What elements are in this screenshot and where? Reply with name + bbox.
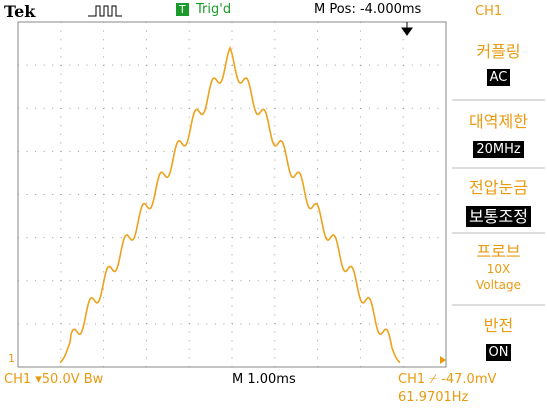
menu-sub: Voltage — [450, 278, 547, 292]
frequency: 61.9701Hz — [398, 390, 468, 405]
oscilloscope-screen: Tek T Trig'd M Pos: -4.000ms CH1 1 CH1 ▾… — [0, 0, 547, 413]
timebase: M 1.00ms — [232, 372, 296, 387]
menu-value: 보통조정 — [450, 203, 547, 227]
waveform — [60, 48, 400, 363]
menu-label: 대역제한 — [450, 108, 547, 132]
trigger-level: CH1 ⌿ -47.0mV — [398, 372, 496, 387]
menu-label: 반전 — [450, 312, 547, 336]
menu-value-text: 보통조정 — [466, 206, 531, 227]
menu-value: AC — [450, 66, 547, 85]
menu-label: 전압눈금 — [450, 174, 547, 198]
menu-value: ON — [450, 341, 547, 360]
channel-scale: CH1 ▾50.0V Bw — [4, 372, 103, 387]
menu-label: 커플링 — [450, 38, 547, 62]
menu-value: 20MHz — [450, 138, 547, 157]
menu-value-text: AC — [487, 69, 511, 86]
ch-marker: 1 — [8, 352, 15, 365]
trig-marker — [440, 356, 446, 364]
menu-label: 프로브 — [450, 238, 547, 262]
menu-value-text: ON — [486, 344, 512, 361]
pos-marker — [402, 22, 412, 35]
menu-value: 10X — [450, 262, 547, 276]
menu-value-text: 20MHz — [473, 141, 523, 158]
